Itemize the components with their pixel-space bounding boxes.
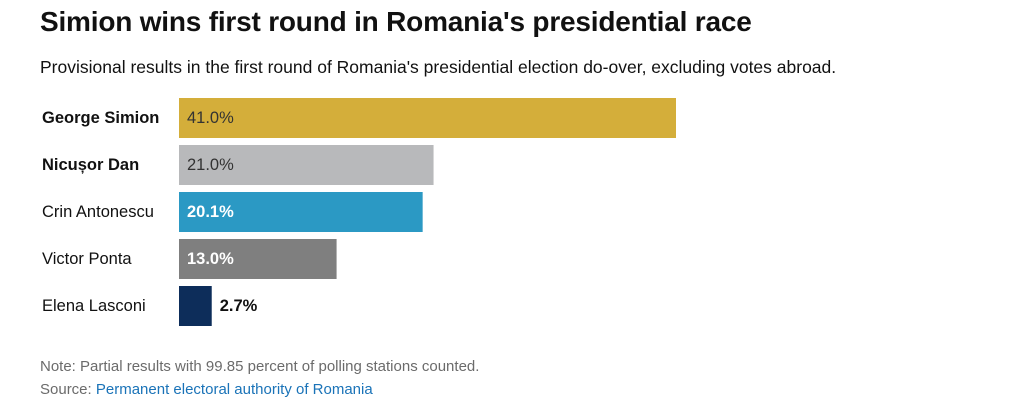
chart-footer: Note: Partial results with 99.85 percent… bbox=[40, 355, 479, 401]
category-label: Victor Ponta bbox=[42, 250, 132, 268]
bar bbox=[179, 286, 212, 326]
bar bbox=[179, 239, 337, 279]
bar bbox=[179, 192, 423, 232]
source-label: Source: bbox=[40, 381, 92, 398]
value-label: 13.0% bbox=[187, 250, 234, 268]
value-label: 41.0% bbox=[187, 109, 234, 127]
value-label: 20.1% bbox=[187, 203, 234, 221]
bar bbox=[179, 145, 434, 185]
category-label: George Simion bbox=[42, 109, 159, 127]
bar bbox=[179, 98, 676, 138]
source-link[interactable]: Permanent electoral authority of Romania bbox=[95, 381, 373, 398]
category-label: Crin Antonescu bbox=[42, 203, 154, 221]
chart-note: Note: Partial results with 99.85 percent… bbox=[40, 358, 480, 375]
category-label: Nicușor Dan bbox=[42, 156, 139, 174]
value-label: 2.7% bbox=[220, 297, 258, 315]
chart-subtitle: Provisional results in the first round o… bbox=[40, 57, 837, 77]
chart-source: Source: Permanent electoral authority of… bbox=[40, 378, 479, 401]
category-label: Elena Lasconi bbox=[42, 297, 146, 315]
value-label: 21.0% bbox=[187, 156, 234, 174]
chart-title: Simion wins first round in Romania's pre… bbox=[40, 6, 752, 37]
